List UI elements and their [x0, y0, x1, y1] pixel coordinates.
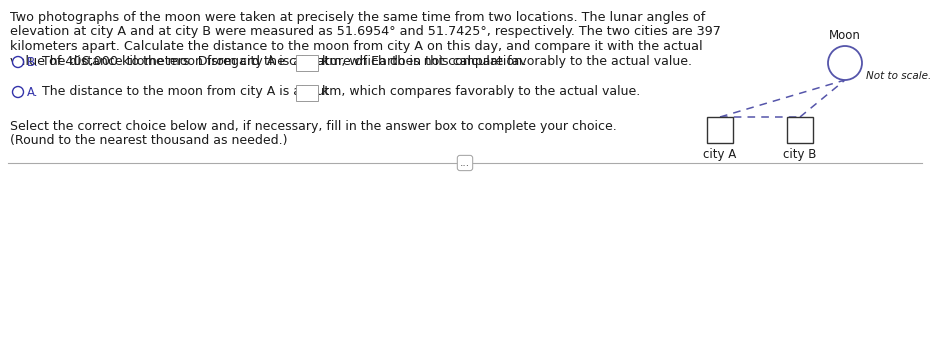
Text: km, which does not compare favorably to the actual value.: km, which does not compare favorably to … — [322, 55, 692, 68]
Text: (Round to the nearest thousand as needed.): (Round to the nearest thousand as needed… — [10, 134, 287, 147]
Bar — [707, 117, 733, 143]
Text: city B: city B — [783, 148, 817, 161]
Text: B.: B. — [27, 55, 39, 68]
Text: A.: A. — [27, 86, 38, 98]
Text: ...: ... — [460, 158, 470, 168]
Bar — [296, 85, 318, 101]
Text: Two photographs of the moon were taken at precisely the same time from two locat: Two photographs of the moon were taken a… — [10, 11, 705, 24]
Circle shape — [12, 57, 23, 68]
Text: Moon: Moon — [829, 29, 861, 42]
Text: Select the correct choice below and, if necessary, fill in the answer box to com: Select the correct choice below and, if … — [10, 120, 617, 133]
Text: km, which compares favorably to the actual value.: km, which compares favorably to the actu… — [322, 86, 640, 98]
Text: elevation at city A and at city B were measured as 51.6954° and 51.7425°, respec: elevation at city A and at city B were m… — [10, 25, 721, 39]
Circle shape — [828, 46, 862, 80]
Circle shape — [12, 87, 23, 97]
Bar — [296, 55, 318, 71]
Text: The distance to the moon from city A is about: The distance to the moon from city A is … — [42, 55, 329, 68]
Text: city A: city A — [703, 148, 737, 161]
Text: Not to scale.: Not to scale. — [866, 71, 930, 81]
Text: value of 406,000 kilometers. Disregard the curvature of Earth in this calculatio: value of 406,000 kilometers. Disregard t… — [10, 54, 526, 68]
Text: The distance to the moon from city A is about: The distance to the moon from city A is … — [42, 86, 329, 98]
Text: kilometers apart. Calculate the distance to the moon from city A on this day, an: kilometers apart. Calculate the distance… — [10, 40, 703, 53]
Bar — [787, 117, 813, 143]
